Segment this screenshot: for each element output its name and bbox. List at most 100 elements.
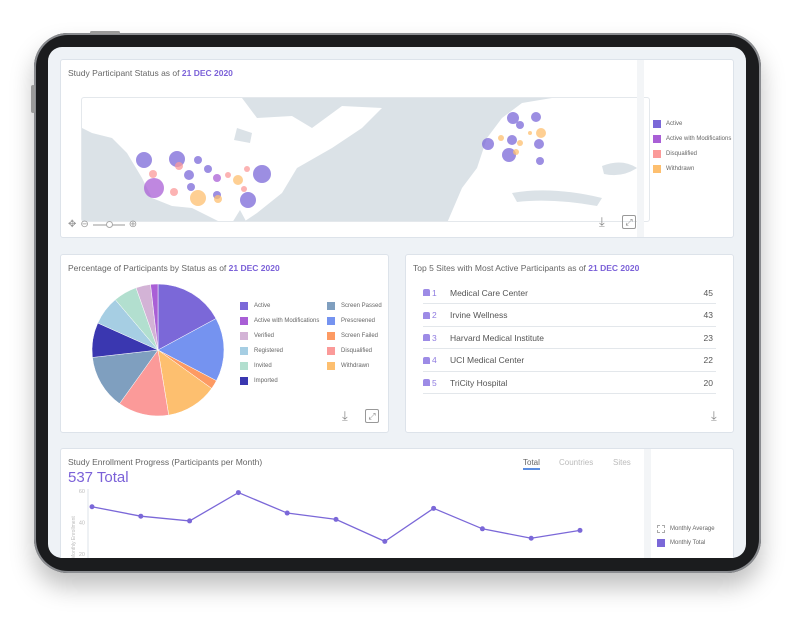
map-bubble[interactable] xyxy=(225,172,231,178)
site-name: Harvard Medical Institute xyxy=(450,332,545,343)
map-legend-item[interactable]: Active with Modifications xyxy=(653,135,731,143)
map-bubble[interactable] xyxy=(513,149,519,155)
data-point[interactable] xyxy=(138,513,144,519)
pie-slice-active[interactable] xyxy=(157,283,217,351)
data-point[interactable] xyxy=(577,527,583,533)
site-row[interactable]: 4 UCI Medical Center 22 xyxy=(423,350,716,372)
map-bubble[interactable] xyxy=(244,166,250,172)
legend-swatch xyxy=(240,317,248,325)
site-row[interactable]: 2 Irvine Wellness 43 xyxy=(423,305,716,327)
map-bubble[interactable] xyxy=(253,165,271,183)
pie-card-title: Percentage of Participants by Status as … xyxy=(68,263,280,273)
move-icon[interactable]: ✥ xyxy=(68,219,77,230)
data-point[interactable] xyxy=(382,538,388,544)
map-legend-item[interactable]: Disqualified xyxy=(653,150,697,158)
tab-total[interactable]: Total xyxy=(523,458,540,470)
data-point[interactable] xyxy=(187,518,193,524)
site-row[interactable]: 1 Medical Care Center 45 xyxy=(423,282,716,304)
map-bubble[interactable] xyxy=(502,148,516,162)
pie-slice-active-with-modifications[interactable] xyxy=(150,283,159,351)
map-bubble[interactable] xyxy=(517,140,523,146)
data-point[interactable] xyxy=(89,504,95,510)
map-bubble[interactable] xyxy=(187,183,195,191)
map-bubble[interactable] xyxy=(482,138,494,150)
pie-legend-item[interactable]: Active with Modifications xyxy=(240,317,319,325)
legend-label: Registered xyxy=(254,348,284,354)
expand-icon[interactable]: ⤢ xyxy=(622,215,636,229)
pie-legend-item[interactable]: Verified xyxy=(240,332,274,340)
map-bubble[interactable] xyxy=(170,188,178,196)
pie-slice-prescreened[interactable] xyxy=(157,318,225,382)
site-row[interactable]: 3 Harvard Medical Institute 23 xyxy=(423,327,716,349)
map-bubble[interactable] xyxy=(204,165,212,173)
legend-swatch xyxy=(327,302,335,310)
data-point[interactable] xyxy=(528,535,534,541)
map-bubble[interactable] xyxy=(241,186,247,192)
zoom-out-icon[interactable]: ⊖ xyxy=(80,219,89,230)
site-rank: 5 xyxy=(423,378,450,388)
map-bubble[interactable] xyxy=(213,174,221,182)
map-bubble[interactable] xyxy=(184,170,194,180)
map-bubble[interactable] xyxy=(516,121,524,129)
pie-legend-item[interactable]: Active xyxy=(240,302,270,310)
map-bubble[interactable] xyxy=(149,170,157,178)
map-bubble[interactable] xyxy=(233,175,243,185)
world-map[interactable] xyxy=(81,97,650,222)
map-legend-item[interactable]: Active xyxy=(653,120,682,128)
data-point[interactable] xyxy=(479,526,485,532)
y-tick-label: 60 xyxy=(79,489,85,495)
map-bubble[interactable] xyxy=(498,135,504,141)
pie-legend-item[interactable]: Screen Failed xyxy=(327,332,378,340)
map-bubble[interactable] xyxy=(507,112,519,124)
pie-slice-screen-passed[interactable] xyxy=(92,349,159,404)
map-bubble[interactable] xyxy=(144,178,164,198)
map-bubble[interactable] xyxy=(190,190,206,206)
zoom-in-icon[interactable]: ⊕ xyxy=(128,219,138,230)
map-legend-item[interactable]: Withdrawn xyxy=(653,165,694,173)
tablet-side-button xyxy=(31,85,35,113)
download-icon[interactable]: ⤓ xyxy=(599,214,605,229)
pie-legend-item[interactable]: Disqualified xyxy=(327,347,372,355)
data-point[interactable] xyxy=(333,516,339,522)
tab-countries[interactable]: Countries xyxy=(559,458,594,467)
map-bubble[interactable] xyxy=(136,152,152,168)
map-bubble[interactable] xyxy=(536,157,544,165)
data-point[interactable] xyxy=(431,505,437,511)
sites-card-title: Top 5 Sites with Most Active Participant… xyxy=(413,263,640,273)
zoom-slider-handle[interactable] xyxy=(105,220,113,228)
map-bubble[interactable] xyxy=(531,112,541,122)
legend-label: Screen Passed xyxy=(341,303,382,309)
expand-icon[interactable]: ⤢ xyxy=(365,409,379,423)
data-point[interactable] xyxy=(235,490,241,496)
pie-legend-item[interactable]: Prescreened xyxy=(327,317,375,325)
legend-label: Active with Modifications xyxy=(666,136,732,142)
legend-swatch xyxy=(653,135,661,143)
map-bubble[interactable] xyxy=(194,156,202,164)
map-bubble[interactable] xyxy=(175,162,183,170)
download-icon[interactable]: ⤓ xyxy=(711,408,717,423)
pie-legend-item[interactable]: Imported xyxy=(240,377,278,385)
map-bubble[interactable] xyxy=(240,192,256,208)
pie-legend-item[interactable]: Registered xyxy=(240,347,283,355)
legend-swatch xyxy=(657,539,665,547)
pie-legend-item[interactable]: Invited xyxy=(240,362,272,370)
site-row[interactable]: 5 TriCity Hospital 20 xyxy=(423,372,716,394)
legend-label: Verified xyxy=(254,333,275,339)
map-bubble[interactable] xyxy=(214,195,222,203)
site-rank: 1 xyxy=(423,288,450,298)
legend-swatch xyxy=(327,347,335,355)
download-icon[interactable]: ⤓ xyxy=(342,408,348,423)
pie-legend-item[interactable]: Withdrawn xyxy=(327,362,369,370)
map-bubble[interactable] xyxy=(528,131,532,135)
tab-sites[interactable]: Sites xyxy=(613,458,631,467)
data-point[interactable] xyxy=(284,510,290,516)
map-zoom-controls: ✥ ⊖ ⊕ xyxy=(68,219,137,230)
legend-swatch xyxy=(240,347,248,355)
status-pie-card: Percentage of Participants by Status as … xyxy=(60,254,389,433)
map-bubble[interactable] xyxy=(534,139,544,149)
pie-legend-item[interactable]: Screen Passed xyxy=(327,302,382,310)
sites-date: 21 DEC 2020 xyxy=(588,263,640,273)
map-bubble[interactable] xyxy=(507,135,517,145)
zoom-slider[interactable] xyxy=(92,220,125,228)
map-bubble[interactable] xyxy=(536,128,546,138)
